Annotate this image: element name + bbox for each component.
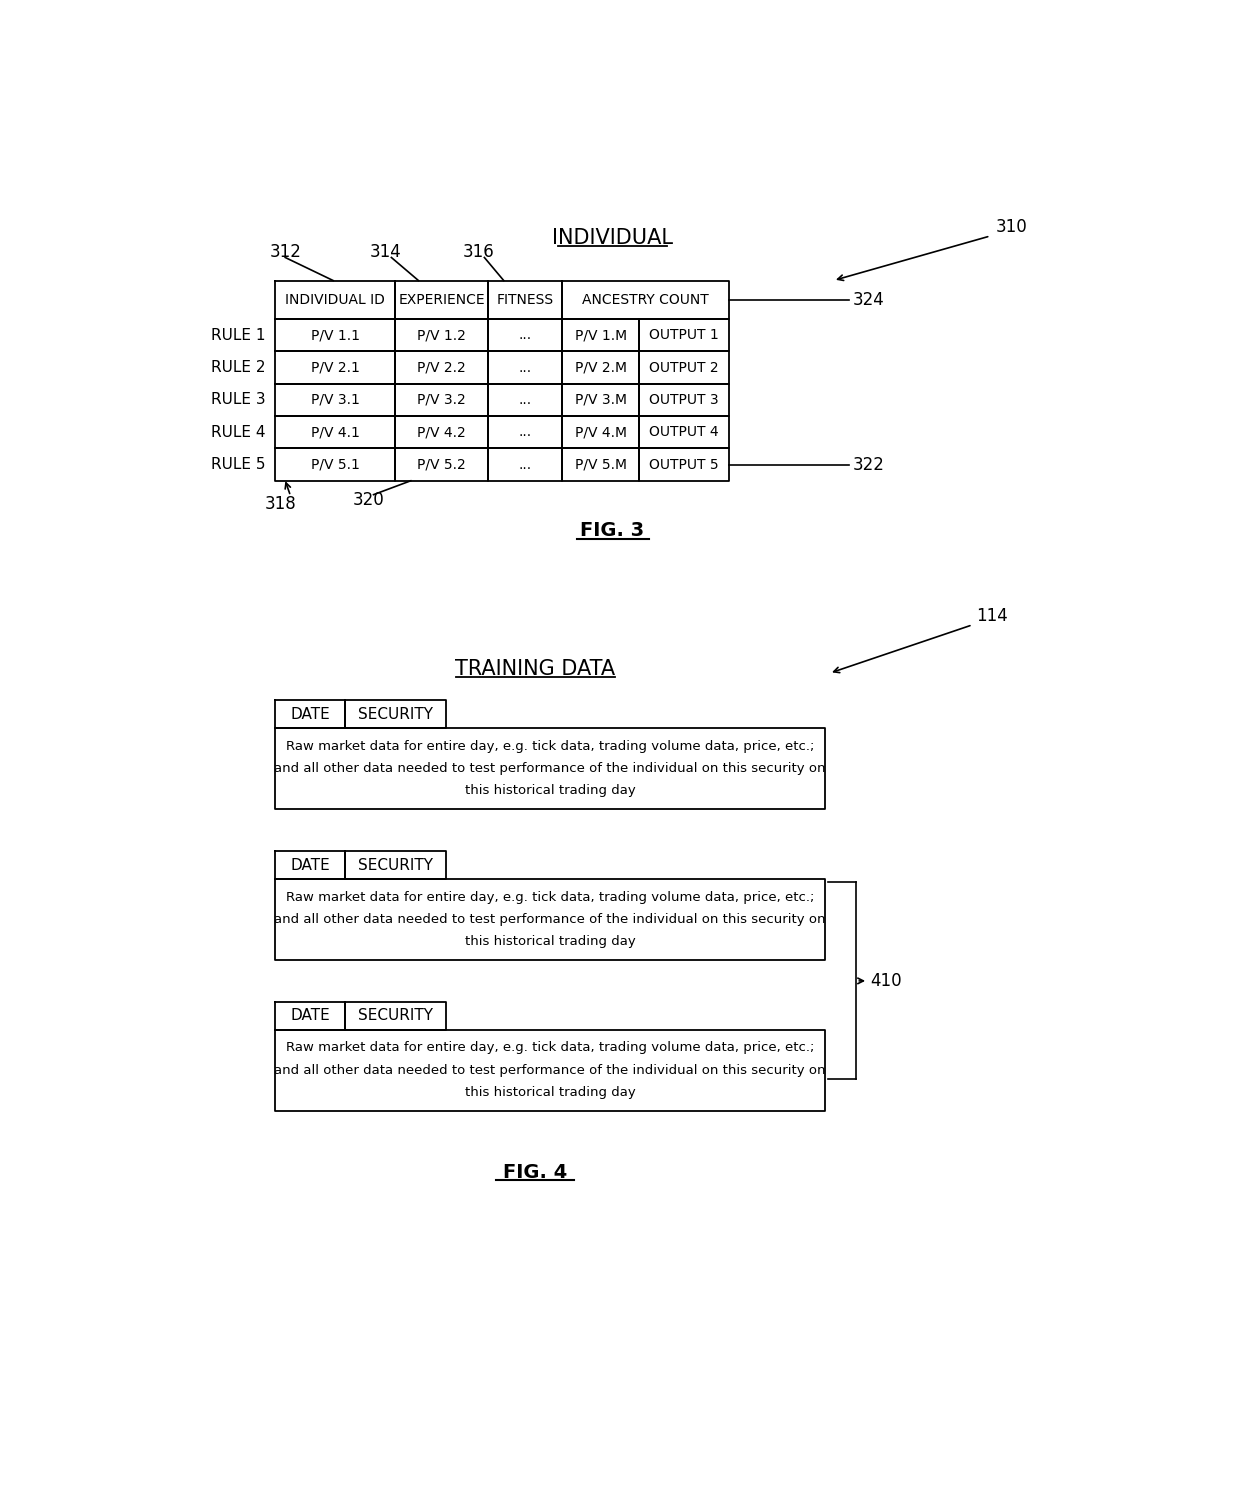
Text: P/V 1.2: P/V 1.2 [418,328,466,343]
Text: and all other data needed to test performance of the individual on this security: and all other data needed to test perfor… [274,1063,826,1077]
Text: INDIVIDUAL: INDIVIDUAL [552,229,673,248]
Text: RULE 2: RULE 2 [211,359,265,374]
Text: P/V 5.2: P/V 5.2 [418,457,466,472]
Text: P/V 4.2: P/V 4.2 [418,426,466,439]
Text: OUTPUT 4: OUTPUT 4 [649,426,719,439]
Text: Raw market data for entire day, e.g. tick data, trading volume data, price, etc.: Raw market data for entire day, e.g. tic… [286,1041,815,1054]
Text: RULE 4: RULE 4 [211,424,265,439]
Text: ...: ... [518,328,532,343]
Text: RULE 3: RULE 3 [211,393,265,408]
Text: 314: 314 [370,244,402,262]
Text: P/V 1.M: P/V 1.M [574,328,626,343]
Text: P/V 4.1: P/V 4.1 [311,426,360,439]
Text: SECURITY: SECURITY [358,857,433,872]
Text: OUTPUT 3: OUTPUT 3 [649,393,719,408]
Text: FIG. 3: FIG. 3 [580,522,645,540]
Text: P/V 3.M: P/V 3.M [574,393,626,408]
Text: SECURITY: SECURITY [358,1008,433,1023]
Text: RULE 1: RULE 1 [211,328,265,343]
Text: 324: 324 [853,290,884,308]
Text: 320: 320 [352,490,384,508]
Text: this historical trading day: this historical trading day [465,1086,636,1099]
Text: 114: 114 [977,606,1008,624]
Text: Raw market data for entire day, e.g. tick data, trading volume data, price, etc.: Raw market data for entire day, e.g. tic… [286,890,815,904]
Text: Raw market data for entire day, e.g. tick data, trading volume data, price, etc.: Raw market data for entire day, e.g. tic… [286,740,815,752]
Text: ...: ... [518,457,532,472]
Text: 312: 312 [269,244,301,262]
Text: P/V 2.M: P/V 2.M [574,361,626,374]
Text: FITNESS: FITNESS [496,293,553,307]
Text: DATE: DATE [290,707,330,722]
Text: 318: 318 [264,495,296,513]
Text: RULE 5: RULE 5 [211,457,265,472]
Text: P/V 4.M: P/V 4.M [574,426,626,439]
Text: P/V 3.1: P/V 3.1 [311,393,360,408]
Text: P/V 5.M: P/V 5.M [574,457,626,472]
Text: and all other data needed to test performance of the individual on this security: and all other data needed to test perfor… [274,763,826,775]
Text: ...: ... [518,426,532,439]
Text: OUTPUT 1: OUTPUT 1 [649,328,719,343]
Text: DATE: DATE [290,857,330,872]
Text: P/V 5.1: P/V 5.1 [311,457,360,472]
Text: 316: 316 [463,244,495,262]
Text: TRAINING DATA: TRAINING DATA [455,659,615,680]
Text: ANCESTRY COUNT: ANCESTRY COUNT [582,293,708,307]
Text: 322: 322 [853,456,884,474]
Text: 310: 310 [996,218,1028,236]
Text: EXPERIENCE: EXPERIENCE [398,293,485,307]
Text: this historical trading day: this historical trading day [465,784,636,797]
Text: SECURITY: SECURITY [358,707,433,722]
Text: P/V 2.2: P/V 2.2 [418,361,466,374]
Text: P/V 1.1: P/V 1.1 [311,328,360,343]
Text: INDIVIDUAL ID: INDIVIDUAL ID [285,293,386,307]
Text: and all other data needed to test performance of the individual on this security: and all other data needed to test perfor… [274,913,826,926]
Text: DATE: DATE [290,1008,330,1023]
Text: OUTPUT 5: OUTPUT 5 [649,457,719,472]
Text: ...: ... [518,393,532,408]
Text: ...: ... [518,361,532,374]
Text: FIG. 4: FIG. 4 [502,1163,567,1182]
Text: P/V 3.2: P/V 3.2 [418,393,466,408]
Text: OUTPUT 2: OUTPUT 2 [649,361,719,374]
Text: 410: 410 [870,972,901,990]
Text: P/V 2.1: P/V 2.1 [311,361,360,374]
Text: this historical trading day: this historical trading day [465,935,636,948]
